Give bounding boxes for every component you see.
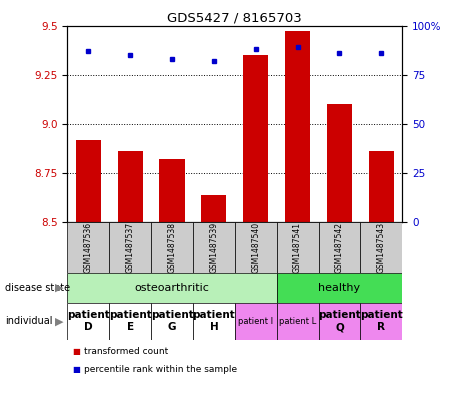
Text: percentile rank within the sample: percentile rank within the sample <box>84 365 237 374</box>
Bar <box>277 273 402 303</box>
Bar <box>319 222 360 273</box>
Text: GSM1487536: GSM1487536 <box>84 222 93 273</box>
Text: transformed count: transformed count <box>84 347 168 356</box>
Text: patient
Q: patient Q <box>318 310 361 332</box>
Text: GSM1487538: GSM1487538 <box>167 222 177 273</box>
Text: patient
E: patient E <box>109 310 152 332</box>
Text: GSM1487543: GSM1487543 <box>377 222 386 273</box>
Text: patient
D: patient D <box>67 310 110 332</box>
Bar <box>109 303 151 340</box>
Bar <box>319 303 360 340</box>
Text: patient
R: patient R <box>360 310 403 332</box>
Bar <box>201 195 226 222</box>
Text: individual: individual <box>5 316 52 326</box>
Bar <box>67 303 109 340</box>
Bar <box>360 303 402 340</box>
Bar <box>109 222 151 273</box>
Text: ▶: ▶ <box>55 283 64 293</box>
Bar <box>235 303 277 340</box>
Text: GSM1487540: GSM1487540 <box>251 222 260 273</box>
Bar <box>159 159 185 222</box>
Text: ■: ■ <box>72 347 80 356</box>
Bar <box>369 151 394 222</box>
Text: ▶: ▶ <box>55 316 64 326</box>
Text: GSM1487539: GSM1487539 <box>209 222 219 273</box>
Bar <box>76 140 101 222</box>
Text: ■: ■ <box>72 365 80 374</box>
Bar <box>67 273 277 303</box>
Bar <box>285 31 310 222</box>
Bar <box>151 222 193 273</box>
Bar <box>151 303 193 340</box>
Text: GSM1487541: GSM1487541 <box>293 222 302 273</box>
Text: disease state: disease state <box>5 283 70 293</box>
Bar <box>277 222 319 273</box>
Text: patient L: patient L <box>279 317 316 326</box>
Bar <box>243 55 268 222</box>
Bar <box>193 303 235 340</box>
Bar <box>327 104 352 222</box>
Bar <box>67 222 109 273</box>
Text: GSM1487537: GSM1487537 <box>126 222 135 273</box>
Text: GSM1487542: GSM1487542 <box>335 222 344 273</box>
Text: patient
H: patient H <box>193 310 235 332</box>
Bar <box>193 222 235 273</box>
Text: osteoarthritic: osteoarthritic <box>134 283 210 293</box>
Text: patient
G: patient G <box>151 310 193 332</box>
Bar <box>277 303 319 340</box>
Text: healthy: healthy <box>319 283 360 293</box>
Text: patient I: patient I <box>238 317 273 326</box>
Bar <box>360 222 402 273</box>
Bar <box>235 222 277 273</box>
Title: GDS5427 / 8165703: GDS5427 / 8165703 <box>167 11 302 24</box>
Bar <box>118 151 143 222</box>
